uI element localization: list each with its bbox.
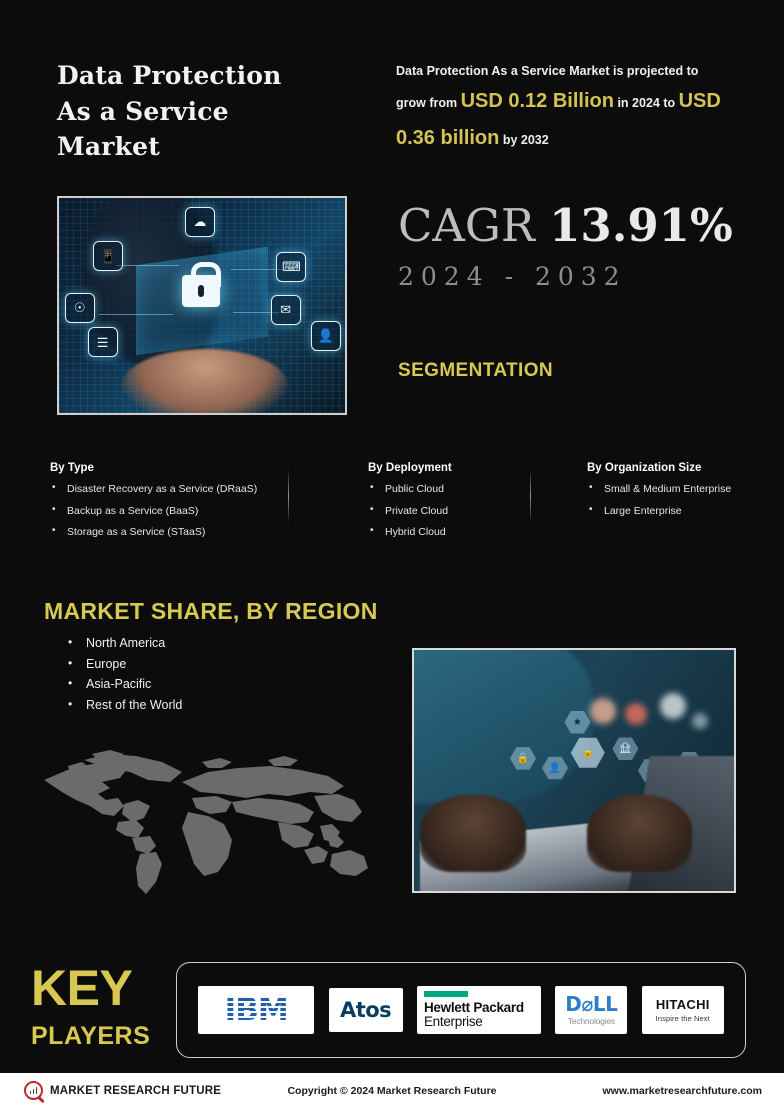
world-map-svg — [44, 750, 368, 894]
secondary-image: ★ 🔒 👤 🔒 🏦 👤 ⚠ — [412, 648, 736, 893]
list-item: Disaster Recovery as a Service (DRaaS) — [50, 482, 275, 496]
bokeh-light — [692, 712, 709, 729]
cagr-headline: CAGR 13.91% — [398, 203, 733, 248]
cloud-icon: ☁ — [184, 206, 215, 237]
market-share-region-list: North America Europe Asia-Pacific Rest o… — [64, 635, 182, 718]
segmentation-heading-deployment: By Deployment — [368, 462, 452, 474]
footer-brand-name: MARKET RESEARCH FUTURE — [50, 1084, 222, 1097]
hpe-green-bar-icon — [423, 990, 468, 997]
photo-person-shirt — [414, 650, 594, 805]
cagr-period: 2024 - 2032 — [398, 262, 627, 291]
footer-website-url[interactable]: www.marketresearchfuture.com — [602, 1084, 762, 1097]
logo-dell-subtext: Technologies — [567, 1016, 615, 1026]
projection-grow-from: grow from — [396, 96, 458, 111]
logo-hitachi: HITACHI Inspire the Next — [641, 986, 724, 1034]
email-icon: ✉ — [270, 294, 301, 325]
logo-hitachi-subtext: Inspire the Next — [655, 1013, 710, 1023]
segmentation-column-type: By Type Disaster Recovery as a Service (… — [50, 462, 275, 548]
list-item: Storage as a Service (STaaS) — [50, 525, 275, 539]
list-item: Large Enterprise — [587, 504, 767, 518]
page-title-line2: As a Service — [57, 96, 229, 126]
page-title: Data Protection As a Service Market — [57, 58, 367, 165]
segmentation-list-type: Disaster Recovery as a Service (DRaaS) B… — [50, 482, 275, 539]
list-item: Private Cloud — [368, 504, 558, 518]
shield-icon: ★ — [564, 710, 591, 734]
bank-icon: 🏦 — [612, 737, 639, 761]
key-players-logo-strip: IBM Atos Hewlett Packard Enterprise D⌀LL… — [176, 962, 746, 1058]
lock-icon: 🔒 — [510, 747, 536, 770]
segmentation-divider — [288, 468, 289, 524]
logo-dell: D⌀LL Technologies — [555, 986, 628, 1034]
bokeh-light — [660, 693, 687, 720]
logo-hewlett-packard-enterprise: Hewlett Packard Enterprise — [416, 986, 541, 1034]
list-item: Backup as a Service (BaaS) — [50, 504, 275, 518]
market-share-title: MARKET SHARE, BY REGION — [44, 598, 378, 624]
projection-statement: Data Protection As a Service Market is p… — [396, 60, 726, 157]
page-title-line3: Market — [57, 132, 161, 161]
segmentation-heading: SEGMENTATION — [398, 360, 554, 381]
magnifier-chart-icon — [24, 1081, 43, 1100]
projection-by-year: by 2032 — [502, 133, 549, 148]
segmentation-list-organization-size: Small & Medium Enterprise Large Enterpri… — [587, 482, 767, 518]
segmentation-heading-type: By Type — [50, 462, 94, 474]
hero-connector-line — [99, 314, 174, 316]
projection-value-2032: USD 0.36 billion — [396, 90, 721, 150]
projection-lead: Data Protection As a Service Market is p… — [396, 64, 699, 78]
left-hand — [420, 794, 526, 872]
bokeh-light — [590, 698, 616, 725]
key-players-label-key: KEY — [31, 960, 133, 1016]
user-icon: 👤 — [542, 756, 568, 780]
page-title-line1: Data Protection — [57, 61, 282, 90]
logo-dell-text: D⌀LL — [565, 992, 618, 1016]
segmentation-column-deployment: By Deployment Public Cloud Private Cloud… — [368, 462, 558, 548]
logo-ibm: IBM — [198, 986, 315, 1034]
logo-atos-text: Atos — [339, 998, 392, 1022]
padlock-shield-icon: 🔒 — [570, 737, 605, 768]
segmentation-section: By Type Disaster Recovery as a Service (… — [0, 462, 784, 552]
hero-image: ☁ 📱 ☉ ☰ ⌨ ✉ 👤 — [57, 196, 347, 415]
hero-open-palm — [121, 348, 288, 413]
list-item: Public Cloud — [368, 482, 558, 496]
right-hand — [586, 794, 693, 872]
footer-brand: MARKET RESEARCH FUTURE — [24, 1081, 221, 1100]
projection-in-year: in 2024 to — [617, 96, 676, 111]
cagr-label: CAGR — [398, 199, 535, 252]
logo-ibm-text: IBM — [224, 991, 289, 1028]
list-item: Europe — [64, 656, 182, 671]
footer-copyright: Copyright © 2024 Market Research Future — [287, 1084, 497, 1097]
user-icon: 👤 — [310, 320, 341, 351]
list-item: Asia-Pacific — [64, 676, 182, 691]
hero-connector-line — [116, 264, 180, 267]
server-icon: ☰ — [87, 327, 118, 357]
segmentation-column-organization-size: By Organization Size Small & Medium Ente… — [587, 462, 767, 526]
key-players-label-players: PLAYERS — [31, 1022, 151, 1050]
segmentation-divider — [530, 468, 531, 524]
segmentation-list-deployment: Public Cloud Private Cloud Hybrid Cloud — [368, 482, 558, 539]
bokeh-light — [625, 703, 648, 726]
logo-atos: Atos — [328, 988, 403, 1032]
logo-hpe-line1: Hewlett Packard — [423, 999, 524, 1015]
list-item: Hybrid Cloud — [368, 525, 558, 539]
hero-connector-line — [230, 268, 283, 271]
padlock-icon — [181, 262, 221, 308]
list-item: Small & Medium Enterprise — [587, 482, 767, 496]
cagr-value: 13.91% — [549, 199, 733, 252]
chart-bars-icon — [30, 1087, 37, 1094]
projection-value-2024: USD 0.12 Billion — [460, 90, 614, 113]
laptop-icon: ⌨ — [276, 251, 307, 282]
list-item: North America — [64, 635, 182, 650]
hero-connector-line — [233, 311, 280, 314]
list-item: Rest of the World — [64, 697, 182, 712]
fingerprint-icon: ☉ — [64, 292, 95, 323]
logo-hitachi-text: HITACHI — [655, 996, 710, 1012]
segmentation-heading-organization-size: By Organization Size — [587, 462, 702, 474]
footer-bar: MARKET RESEARCH FUTURE Copyright © 2024 … — [0, 1073, 784, 1108]
logo-hpe-line2: Enterprise — [423, 1014, 483, 1029]
smartphone-icon: 📱 — [93, 241, 124, 271]
world-map — [32, 742, 382, 902]
